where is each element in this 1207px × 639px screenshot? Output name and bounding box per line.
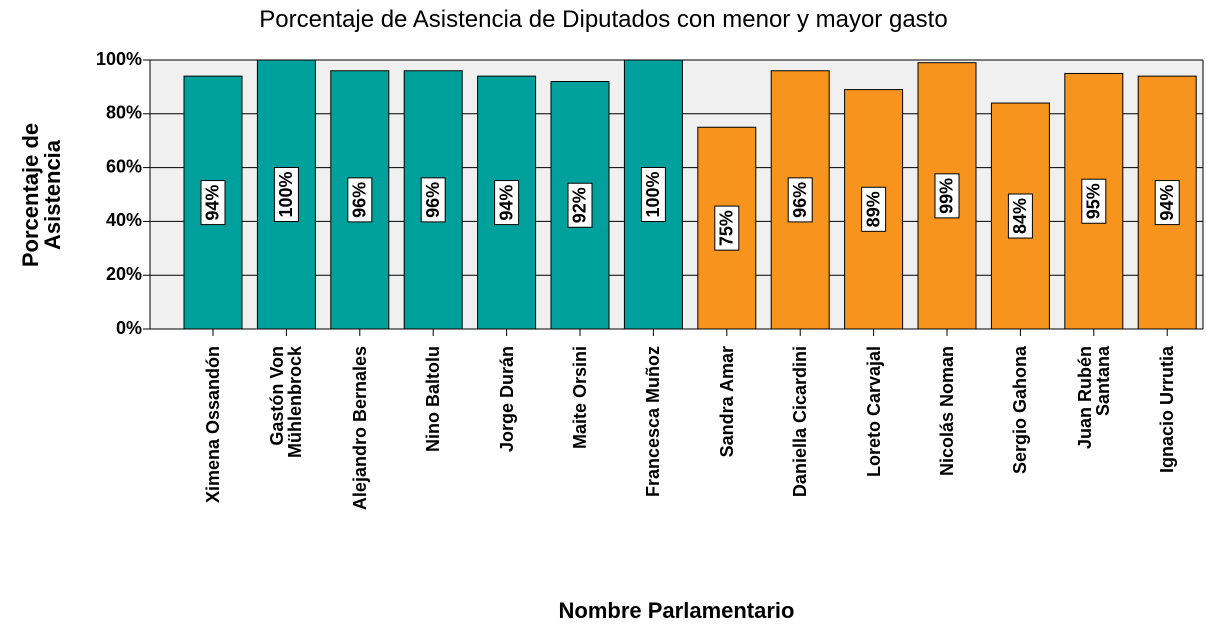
- data-label-box: [347, 177, 373, 223]
- data-label: 95%: [1084, 183, 1104, 219]
- y-axis-label: Porcentaje de Asistencia: [18, 122, 65, 268]
- x-axis-label: Nombre Parlamentario: [558, 598, 795, 623]
- chart-title: Porcentaje de Asistencia de Diputados co…: [259, 6, 948, 33]
- data-label-box: [1081, 178, 1107, 224]
- data-label: 94%: [1157, 185, 1177, 221]
- data-label-box: [640, 166, 666, 223]
- data-label: 92%: [570, 187, 590, 223]
- x-tick-label: Nicolás Noman: [937, 346, 957, 477]
- y-tick-label: 80%: [106, 103, 142, 123]
- data-label: 75%: [717, 210, 737, 246]
- data-label: 100%: [643, 171, 663, 217]
- x-tick-label: Daniella Cicardini: [790, 346, 811, 498]
- x-tick-label: Jorge Durán: [496, 346, 517, 453]
- data-label: 96%: [423, 182, 443, 218]
- data-label-box: [1007, 193, 1033, 239]
- data-label: 96%: [790, 182, 810, 218]
- data-label-box: [934, 173, 960, 219]
- data-label: 94%: [203, 185, 223, 221]
- data-label: 94%: [496, 185, 516, 221]
- data-label-box: [1154, 180, 1180, 226]
- x-tick-label: Francesca Muñoz: [643, 346, 664, 498]
- y-tick-label: 60%: [106, 156, 142, 176]
- data-label-box: [714, 205, 740, 251]
- x-tick-label: Sergio Gahona: [1010, 346, 1031, 475]
- x-tick-label: Alejandro Bernales: [349, 346, 370, 511]
- x-tick-label: Maite Orsini: [570, 346, 590, 450]
- x-tick-label: Ximena Ossandón: [203, 346, 223, 504]
- data-label: 100%: [276, 171, 296, 217]
- x-tick-label: Nino Baltolu: [423, 346, 444, 452]
- data-label-box: [273, 166, 299, 223]
- x-tick-label: Ignacio Urrutia: [1157, 346, 1178, 474]
- x-tick-label: Sandra Amar: [716, 346, 737, 458]
- y-tick-label: 100%: [96, 49, 142, 69]
- x-tick-label: Loreto Carvajal: [863, 346, 884, 478]
- y-tick-label: 40%: [106, 210, 142, 230]
- data-label-box: [861, 186, 887, 232]
- data-label-box: [200, 180, 226, 226]
- data-label-box: [567, 182, 593, 228]
- data-label-box: [420, 177, 446, 223]
- data-label: 96%: [350, 182, 370, 218]
- y-tick-label: 20%: [106, 264, 142, 284]
- data-label: 99%: [937, 178, 957, 214]
- y-tick-label: 0%: [116, 318, 142, 338]
- x-tick-label: Gastón Von Mühlenbrock: [267, 346, 306, 459]
- data-label: 84%: [1010, 198, 1030, 234]
- data-label-box: [787, 177, 813, 223]
- data-label: 89%: [863, 191, 883, 227]
- data-label-box: [494, 180, 520, 226]
- x-tick-label: Juan Rubén Santana: [1074, 346, 1113, 450]
